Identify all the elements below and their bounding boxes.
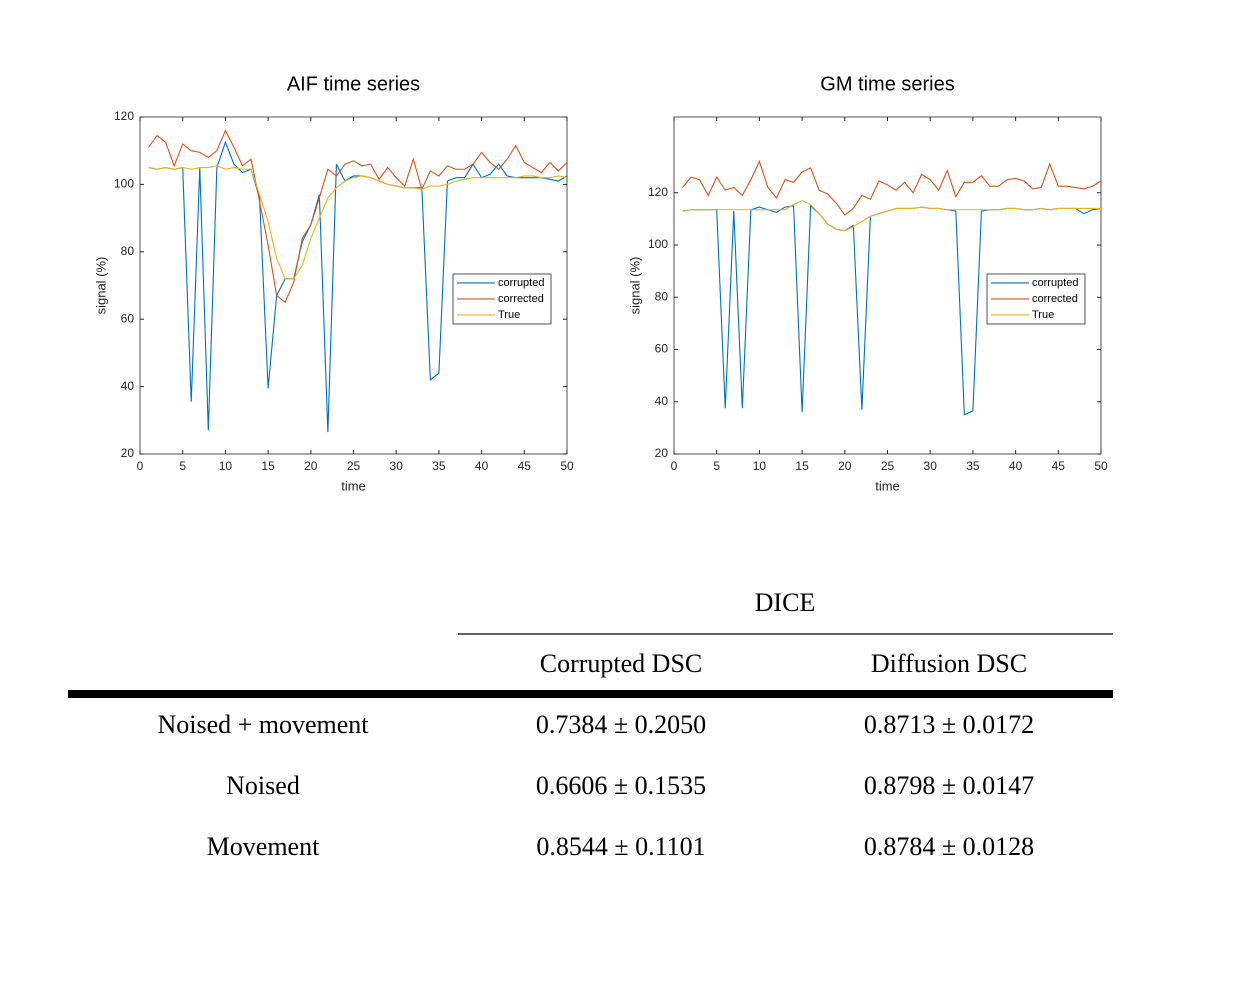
legend-label: corrupted [1032, 277, 1078, 289]
series-line [148, 165, 568, 280]
y-tick-label: 120 [648, 185, 668, 199]
x-tick-label: 15 [795, 459, 809, 473]
x-tick-label: 25 [347, 459, 361, 473]
x-tick-label: 25 [881, 459, 895, 473]
y-tick-label: 60 [121, 311, 135, 325]
table-cell: Noised [226, 771, 300, 800]
y-tick-label: 120 [114, 109, 134, 123]
table-cell: 0.7384 ± 0.2050 [536, 710, 706, 739]
x-tick-label: 35 [432, 459, 446, 473]
table-header: DICE [755, 588, 816, 617]
y-tick-label: 20 [655, 446, 669, 460]
table-cell: 0.8784 ± 0.0128 [864, 832, 1034, 861]
x-tick-label: 35 [966, 459, 980, 473]
column-header: Diffusion DSC [871, 649, 1027, 678]
chart-title: GM time series [820, 73, 954, 95]
x-tick-label: 50 [1094, 459, 1108, 473]
table-cell: Noised + movement [157, 710, 369, 739]
x-tick-label: 45 [1052, 459, 1066, 473]
x-axis-label: time [341, 478, 366, 493]
y-tick-label: 40 [655, 394, 669, 408]
legend-label: True [498, 309, 520, 321]
x-tick-label: 50 [560, 459, 574, 473]
y-tick-label: 60 [655, 342, 669, 356]
series-line [148, 129, 568, 304]
table-cell: 0.8713 ± 0.0172 [864, 710, 1034, 739]
x-tick-label: 10 [219, 459, 233, 473]
x-tick-label: 30 [390, 459, 404, 473]
series-line [148, 140, 568, 433]
legend-label: corrupted [498, 277, 544, 289]
series-line [682, 199, 1101, 232]
x-tick-label: 10 [753, 459, 767, 473]
x-tick-label: 5 [713, 459, 720, 473]
y-axis-label: signal (%) [93, 257, 108, 315]
x-tick-label: 15 [261, 459, 275, 473]
x-tick-label: 5 [179, 459, 186, 473]
y-tick-label: 80 [655, 289, 669, 303]
series-line [682, 159, 1102, 216]
table-cell: 0.6606 ± 0.1535 [536, 771, 706, 800]
x-tick-label: 0 [671, 459, 678, 473]
x-tick-label: 20 [304, 459, 318, 473]
y-tick-label: 80 [121, 244, 135, 258]
y-tick-label: 100 [648, 237, 668, 251]
x-tick-label: 20 [838, 459, 852, 473]
x-tick-label: 45 [518, 459, 532, 473]
legend-label: corrected [1032, 293, 1078, 305]
y-tick-label: 20 [121, 446, 135, 460]
x-tick-label: 0 [137, 459, 144, 473]
x-tick-label: 30 [924, 459, 938, 473]
legend-label: True [1032, 309, 1054, 321]
table-cell: 0.8798 ± 0.0147 [864, 771, 1034, 800]
x-tick-label: 40 [1009, 459, 1023, 473]
legend-label: corrected [498, 293, 544, 305]
y-axis-label: signal (%) [627, 257, 642, 315]
x-axis-label: time [875, 478, 900, 493]
chart-title: AIF time series [287, 73, 420, 95]
x-tick-label: 40 [475, 459, 489, 473]
column-header: Corrupted DSC [540, 649, 703, 678]
y-tick-label: 100 [114, 177, 134, 191]
table-cell: 0.8544 ± 0.1101 [536, 832, 705, 861]
table-cell: Movement [207, 832, 320, 861]
y-tick-label: 40 [121, 379, 135, 393]
